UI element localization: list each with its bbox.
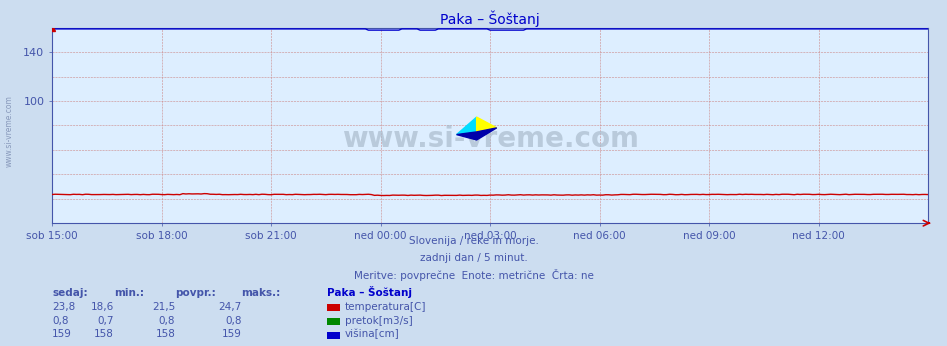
Text: Paka – Šoštanj: Paka – Šoštanj (327, 286, 412, 298)
Text: 24,7: 24,7 (218, 302, 241, 312)
Text: 18,6: 18,6 (90, 302, 114, 312)
Text: 159: 159 (52, 329, 72, 339)
Polygon shape (476, 117, 497, 132)
Text: min.:: min.: (114, 288, 144, 298)
Text: višina[cm]: višina[cm] (345, 329, 400, 339)
Text: 159: 159 (222, 329, 241, 339)
Text: 158: 158 (155, 329, 175, 339)
Text: www.si-vreme.com: www.si-vreme.com (5, 95, 14, 167)
Text: temperatura[C]: temperatura[C] (345, 302, 426, 312)
Text: Meritve: povprečne  Enote: metrične  Črta: ne: Meritve: povprečne Enote: metrične Črta:… (353, 268, 594, 281)
Text: 0,8: 0,8 (52, 316, 68, 326)
Text: www.si-vreme.com: www.si-vreme.com (342, 125, 638, 153)
Text: 23,8: 23,8 (52, 302, 76, 312)
Text: 21,5: 21,5 (152, 302, 175, 312)
Text: maks.:: maks.: (241, 288, 280, 298)
Title: Paka – Šoštanj: Paka – Šoštanj (440, 10, 540, 27)
Text: 0,8: 0,8 (225, 316, 241, 326)
Text: zadnji dan / 5 minut.: zadnji dan / 5 minut. (420, 253, 527, 263)
Text: 158: 158 (94, 329, 114, 339)
Polygon shape (456, 117, 476, 135)
Text: povpr.:: povpr.: (175, 288, 216, 298)
Text: pretok[m3/s]: pretok[m3/s] (345, 316, 413, 326)
Polygon shape (456, 128, 497, 140)
Text: Slovenija / reke in morje.: Slovenija / reke in morje. (408, 236, 539, 246)
Text: sedaj:: sedaj: (52, 288, 88, 298)
Text: 0,8: 0,8 (159, 316, 175, 326)
Text: 0,7: 0,7 (98, 316, 114, 326)
